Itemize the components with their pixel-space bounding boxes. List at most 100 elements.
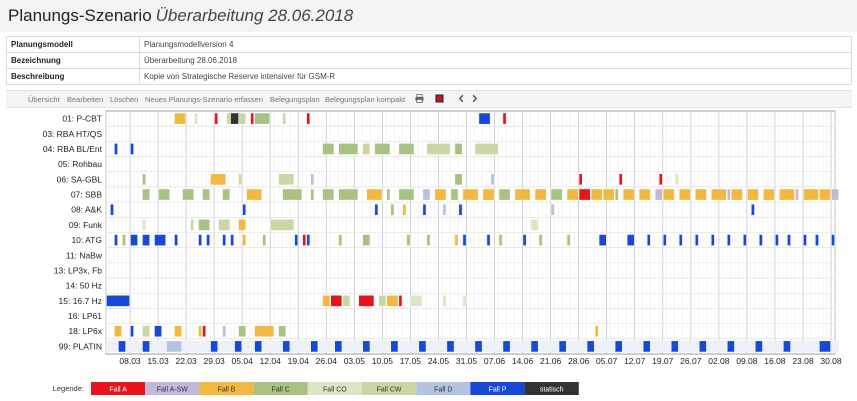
chart-bar[interactable] [250,112,255,125]
chart-bar[interactable] [698,340,707,353]
chart-bar[interactable] [654,188,663,201]
chart-bar[interactable] [142,219,146,231]
chart-bar[interactable] [398,188,415,201]
toolbar-bearbeiten-link[interactable]: Bearbeiten [67,95,104,104]
toolbar-loeschen-link[interactable]: Löschen [110,95,139,104]
chart-bar[interactable] [454,143,463,155]
chart-bar[interactable] [502,340,511,353]
chart-bar[interactable] [338,143,359,155]
chart-bar[interactable] [206,234,210,246]
chart-bar[interactable] [530,340,539,353]
chart-bar[interactable] [238,219,247,231]
chart-bar[interactable] [678,234,683,246]
chart-bar[interactable] [710,234,715,246]
chart-bar[interactable] [763,188,775,201]
chart-bar[interactable] [154,325,162,338]
chart-bar[interactable] [322,143,335,155]
chart-bar[interactable] [522,234,527,246]
chart-bar[interactable] [775,234,779,246]
chart-bar[interactable] [234,340,243,353]
chart-bar[interactable] [310,188,315,201]
chart-bar[interactable] [334,340,343,353]
chart-bar[interactable] [486,234,491,246]
chart-bar[interactable] [362,234,371,246]
chart-bar[interactable] [638,188,651,201]
chart-bar[interactable] [130,143,134,155]
toolbar-uebersicht-link[interactable]: Übersicht [28,95,60,104]
chart-bar[interactable] [238,112,247,125]
chart-bar[interactable] [831,234,835,246]
chart-bar[interactable] [434,188,447,201]
chart-bar[interactable] [747,188,759,201]
chart-bar[interactable] [122,234,126,246]
chart-bar[interactable] [222,325,227,338]
chart-bar[interactable] [362,340,371,353]
chart-bar[interactable] [670,340,679,353]
chart-bar[interactable] [755,340,763,353]
chart-bar[interactable] [130,234,138,246]
chart-bar[interactable] [342,295,351,307]
chart-bar[interactable] [558,340,567,353]
chart-bar[interactable] [390,340,399,353]
chart-bar[interactable] [142,188,150,201]
chart-bar[interactable] [751,203,755,216]
toolbar-belegungsplan-link[interactable]: Belegungsplan [270,95,320,104]
chart-bar[interactable] [130,325,134,338]
chart-bar[interactable] [210,340,219,353]
chart-bar[interactable] [418,340,427,353]
chart-bar[interactable] [202,325,206,338]
chart-bar[interactable] [727,188,731,201]
chart-bar[interactable] [586,340,595,353]
chart-bar[interactable] [242,234,247,246]
chart-bar[interactable] [294,234,299,246]
chart-bar[interactable] [142,325,150,338]
chart-bar[interactable] [446,340,455,353]
chart-bar[interactable] [815,234,819,246]
chart-bar[interactable] [642,340,651,353]
chart-bar[interactable] [426,234,431,246]
chart-bar[interactable] [442,203,447,216]
chart-bar[interactable] [230,234,235,246]
chart-bar[interactable] [174,112,186,125]
chart-bar[interactable] [262,234,267,246]
chart-bar[interactable] [106,295,130,307]
chart-bar[interactable] [278,325,287,338]
toolbar-neues-szenario-link[interactable]: Neues Planungs-Szenario erfassen [145,95,263,104]
chart-bar[interactable] [614,340,623,353]
chart-bar[interactable] [482,188,495,201]
chart-bar[interactable] [198,219,210,231]
chart-bar[interactable] [759,234,763,246]
chart-bar[interactable] [646,234,651,246]
chart-bar[interactable] [190,219,194,231]
chart-bar[interactable] [406,234,411,246]
chart-bar[interactable] [202,188,210,201]
chart-bar[interactable] [374,143,391,155]
chart-bar[interactable] [214,112,219,125]
chart-bar[interactable] [114,143,118,155]
chart-bar[interactable] [198,325,202,338]
chart-bar[interactable] [578,173,583,186]
chart-bar[interactable] [270,219,295,231]
chart-bar[interactable] [498,234,503,246]
chart-bar[interactable] [426,143,451,155]
chart-bar[interactable] [402,203,407,216]
chart-bar[interactable] [795,188,799,201]
chart-bar[interactable] [310,340,319,353]
chart-bar[interactable] [222,188,231,201]
chart-bar[interactable] [819,340,831,353]
chart-bar[interactable] [498,188,511,201]
toolbar-belegungsplan-kompakt-link[interactable]: Belegungsplan kompakt [325,95,406,104]
chart-bar[interactable] [458,203,463,216]
chart-bar[interactable] [386,295,399,307]
chart-bar[interactable] [594,325,599,338]
chart-bar[interactable] [218,219,231,231]
chart-bar[interactable] [158,188,170,201]
chart-bar[interactable] [338,188,359,201]
chart-bar[interactable] [590,188,603,201]
chart-bar[interactable] [694,188,707,201]
chart-bar[interactable] [398,143,415,155]
chart-bar[interactable] [743,234,747,246]
chart-bar[interactable] [306,234,311,246]
chart-bar[interactable] [154,234,166,246]
chart-bar[interactable] [727,340,735,353]
